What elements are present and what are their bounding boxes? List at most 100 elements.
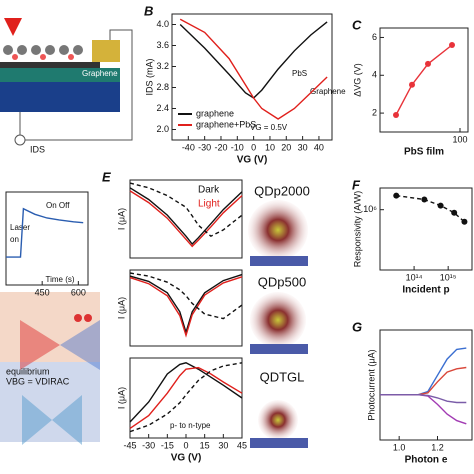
x-tick-label: 30 (218, 440, 228, 450)
plot-frame (379, 329, 473, 441)
data-point (461, 218, 468, 225)
x-tick-label: 10¹⁵ (440, 272, 457, 282)
x-tick-label: -20 (214, 142, 227, 152)
annotation: VG = 0.5V (250, 123, 288, 132)
y-axis-label: Photocurrent (μA) (366, 349, 376, 420)
data-point (437, 202, 444, 209)
y-axis-label: IDS (mA) (144, 58, 154, 95)
legend-text: graphene (196, 108, 234, 118)
series-line (6, 207, 84, 258)
data-point (421, 196, 428, 203)
x-tick-label: -30 (198, 142, 211, 152)
x-tick-label: 40 (314, 142, 324, 152)
x-tick-label: -40 (182, 142, 195, 152)
y-tick-label: 2.4 (156, 103, 169, 113)
plot-frame (5, 191, 89, 286)
x-tick-label: 15 (200, 440, 210, 450)
y-tick-label: 6 (372, 32, 377, 42)
data-point (449, 42, 455, 49)
y-tick-label: 10⁶ (363, 204, 377, 214)
y-tick-label: 3.2 (156, 61, 169, 71)
panel-letter: G (352, 319, 362, 334)
annotation: Laser (10, 223, 30, 232)
series-line (396, 194, 465, 223)
qd-illustrations (248, 200, 308, 448)
x-tick-label: 10¹⁴ (406, 272, 423, 282)
x-tick-label: 10 (265, 142, 275, 152)
x-tick-label: 0 (183, 440, 188, 450)
series-line (129, 182, 243, 238)
plot-frame (129, 269, 243, 347)
x-axis-label: VG (V) (171, 453, 202, 464)
series-line (129, 187, 243, 246)
plot-frame (129, 179, 243, 259)
device-schematic (0, 18, 133, 146)
data-point (393, 111, 399, 118)
x-axis-label: VG (V) (237, 155, 268, 166)
y-tick-label: 2.0 (156, 124, 169, 134)
data-point (425, 60, 431, 67)
x-tick-label: 30 (298, 142, 308, 152)
series-line (179, 21, 328, 99)
plot-frame (171, 13, 333, 141)
panel-letter: B (144, 3, 153, 18)
panel-letter: F (352, 177, 361, 192)
sample-label: QDTGL (260, 369, 305, 384)
annotation: Time (s) (45, 275, 74, 284)
series-line (129, 273, 243, 335)
annotation: Graphene (310, 87, 346, 96)
schematic-label: Graphene (82, 69, 118, 78)
data-point (409, 81, 415, 88)
schematic-label: IDS (30, 144, 45, 154)
sample-label: QDp2000 (254, 183, 310, 198)
x-tick-label: -10 (231, 142, 244, 152)
series-line (129, 362, 243, 423)
plot-frame (379, 187, 473, 271)
y-axis-label: I (μA) (116, 297, 126, 319)
x-tick-label: 45 (237, 440, 247, 450)
legend-text: graphene+PbS (196, 119, 256, 129)
series-line (179, 18, 328, 120)
data-point (451, 209, 458, 216)
y-axis-label: ΔVG (V) (352, 63, 362, 97)
annotation: p- to n-type (170, 421, 211, 430)
series-line (380, 347, 467, 396)
series-line (129, 190, 243, 248)
data-point (393, 192, 400, 199)
series-line (129, 272, 243, 320)
x-tick-label: 0 (251, 142, 256, 152)
y-tick-label: 4.0 (156, 19, 169, 29)
x-tick-label: -30 (142, 440, 155, 450)
y-axis-label: I (μA) (116, 208, 126, 230)
y-axis-label: Responsivity (A/W) (352, 191, 362, 268)
series-line (380, 366, 467, 396)
x-tick-label: 1.2 (431, 442, 444, 452)
panel-letter: E (102, 169, 111, 184)
annotation: on (10, 235, 19, 244)
y-tick-label: 3.6 (156, 40, 169, 50)
x-tick-label: -45 (123, 440, 136, 450)
annotation: On Off (46, 201, 70, 210)
x-axis-label: Photon e (405, 455, 448, 466)
panel-letter: C (352, 17, 362, 32)
x-axis-label: Incident p (402, 285, 449, 296)
x-tick-label: 600 (71, 287, 86, 297)
schematic-label: equilibrium (6, 366, 50, 376)
series-line (129, 276, 243, 338)
sample-label: QDp500 (258, 274, 306, 289)
annotation: PbS (292, 69, 307, 78)
series-line (380, 394, 467, 425)
y-tick-label: 2 (372, 107, 377, 117)
legend-text: Light (198, 199, 220, 210)
x-tick-label: -15 (161, 440, 174, 450)
band-schematic (0, 292, 100, 445)
series-line (129, 366, 243, 429)
series-line (129, 362, 243, 433)
legend-text: Dark (198, 185, 220, 196)
x-tick-label: 100 (452, 134, 467, 144)
series-line (380, 394, 467, 404)
x-axis-label: PbS film (404, 147, 444, 158)
plot-frame (379, 27, 469, 133)
